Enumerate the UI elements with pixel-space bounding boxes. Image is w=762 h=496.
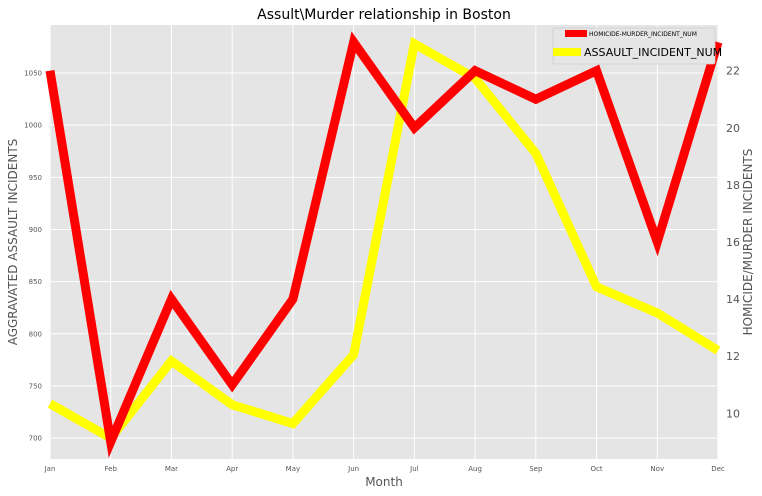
series-line-assault-incident-num: [47, 36, 721, 444]
x-tick-label: Aug: [468, 465, 482, 473]
y-left-tick-label: 1000: [24, 122, 42, 130]
x-tick-label: Mar: [165, 465, 178, 473]
y-right-tick-label: 12: [726, 350, 740, 363]
y-right-tick-label: 22: [726, 65, 740, 78]
y-axis-right-label: HOMICIDE/MURDER INCIDENTS: [741, 149, 755, 336]
x-tick-label: Feb: [105, 465, 118, 473]
x-tick-label: Sep: [529, 465, 543, 473]
legend-swatch-assault: [553, 48, 581, 56]
legend-header: None: [621, 30, 647, 41]
y-left-tick-label: 700: [29, 435, 42, 443]
x-tick-label: May: [286, 465, 300, 473]
y-right-tick-label: 18: [726, 179, 740, 192]
y-right-tick-label: 20: [726, 122, 740, 135]
x-tick-label: Jul: [409, 465, 419, 473]
legend-label-assault: ASSAULT_INCIDENT_NUM: [584, 46, 722, 59]
y-left-tick-label: 900: [29, 226, 42, 234]
y-left-tick-label: 750: [29, 382, 42, 390]
y-axis-left-label: AGGRAVATED ASSAULT INCIDENTS: [6, 139, 20, 346]
x-axis: Jan Feb Mar Apr May Jun Jul Aug Sep Oct Nov Dec: [44, 465, 725, 473]
legend-box: [552, 27, 716, 65]
y-axis-left: 700 750 800 850 900 950 1000 1050: [24, 69, 42, 442]
x-tick-label: Nov: [650, 465, 664, 473]
y-left-tick-label: 800: [29, 330, 42, 338]
y-right-tick-label: 16: [726, 236, 740, 249]
series-line-homicide-murder-incident-num: [45, 31, 723, 458]
y-left-tick-label: 1050: [24, 69, 42, 77]
x-tick-label: Apr: [226, 465, 238, 473]
series-group: [45, 31, 723, 458]
y-right-tick-label: 14: [726, 293, 740, 306]
y-axis-right: 10 12 14 16 18 20 22: [726, 65, 740, 421]
x-tick-label: Jun: [347, 465, 359, 473]
x-tick-label: Oct: [590, 465, 602, 473]
x-axis-label: Month: [365, 475, 403, 489]
x-tick-label: Jan: [44, 465, 56, 473]
x-tick-label: Dec: [711, 465, 725, 473]
y-right-tick-label: 10: [726, 407, 740, 420]
y-left-tick-label: 850: [29, 278, 42, 286]
y-left-tick-label: 950: [29, 174, 42, 182]
chart-title: Assult\Murder relationship in Boston: [257, 7, 511, 23]
legend-label-homicide: HOMICIDE-MURDER_INCIDENT_NUM: [589, 31, 697, 38]
legend-swatch-homicide: [565, 30, 587, 37]
